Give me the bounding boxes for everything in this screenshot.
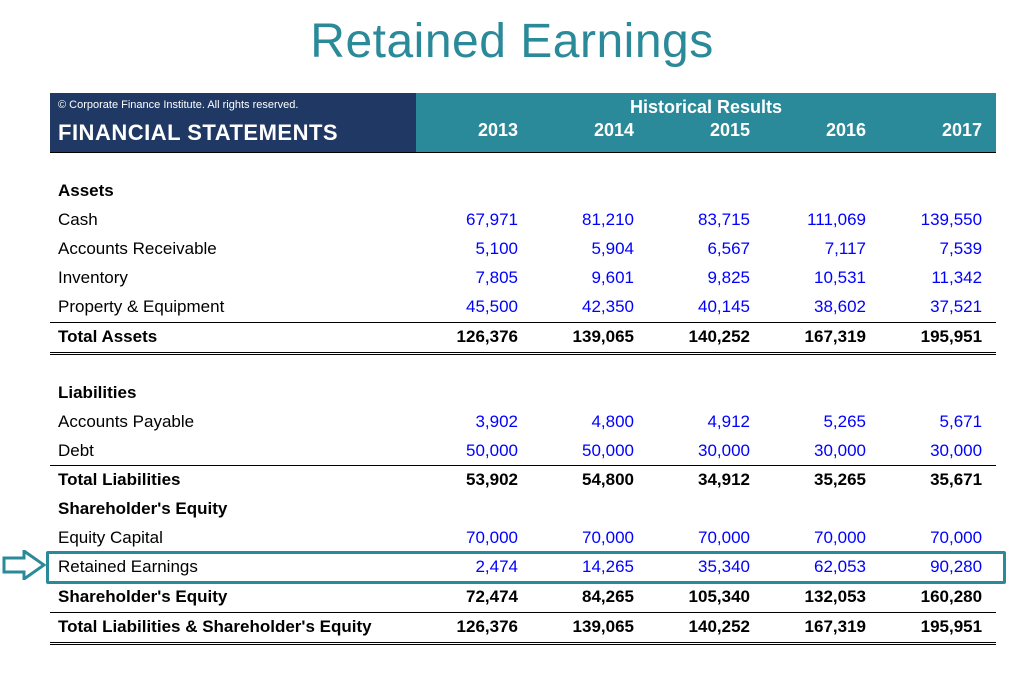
row-total-liabilities: Total Liabilities 53,902 54,800 34,912 3…	[50, 466, 996, 495]
year-2014: 2014	[532, 118, 648, 152]
page: Retained Earnings © Corporate Finance In…	[0, 14, 1024, 692]
row-equity-capital: Equity Capital 70,000 70,000 70,000 70,0…	[50, 524, 996, 553]
section-assets: Assets	[50, 177, 996, 206]
row-accounts-receivable: Accounts Receivable 5,100 5,904 6,567 7,…	[50, 235, 996, 264]
row-total-liabilities-equity: Total Liabilities & Shareholder's Equity…	[50, 613, 996, 644]
row-cash: Cash 67,971 81,210 83,715 111,069 139,55…	[50, 206, 996, 235]
row-shareholders-equity: Shareholder's Equity 72,474 84,265 105,3…	[50, 583, 996, 613]
section-heading: Shareholder's Equity	[50, 495, 416, 524]
arrow-icon	[2, 550, 46, 580]
row-accounts-payable: Accounts Payable 3,902 4,800 4,912 5,265…	[50, 408, 996, 437]
section-liabilities: Liabilities	[50, 379, 996, 408]
row-total-assets: Total Assets 126,376 139,065 140,252 167…	[50, 322, 996, 353]
table-header: © Corporate Finance Institute. All right…	[50, 93, 996, 153]
financial-statements-table: Assets Cash 67,971 81,210 83,715 111,069…	[50, 153, 996, 645]
section-heading: Liabilities	[50, 379, 416, 408]
copyright: © Corporate Finance Institute. All right…	[50, 93, 416, 118]
row-inventory: Inventory 7,805 9,601 9,825 10,531 11,34…	[50, 264, 996, 293]
row-retained-earnings: Retained Earnings 2,474 14,265 35,340 62…	[50, 553, 996, 582]
financial-statements-heading: FINANCIAL STATEMENTS	[50, 118, 416, 152]
year-2016: 2016	[764, 118, 880, 152]
historical-results-label: Historical Results	[416, 93, 996, 118]
year-2017: 2017	[880, 118, 996, 152]
header-rule	[50, 152, 996, 153]
page-title: Retained Earnings	[0, 14, 1024, 69]
content: © Corporate Finance Institute. All right…	[50, 93, 996, 645]
section-heading: Assets	[50, 177, 416, 206]
section-equity: Shareholder's Equity	[50, 495, 996, 524]
row-debt: Debt 50,000 50,000 30,000 30,000 30,000	[50, 437, 996, 466]
row-property-equipment: Property & Equipment 45,500 42,350 40,14…	[50, 293, 996, 322]
year-2013: 2013	[416, 118, 532, 152]
year-2015: 2015	[648, 118, 764, 152]
